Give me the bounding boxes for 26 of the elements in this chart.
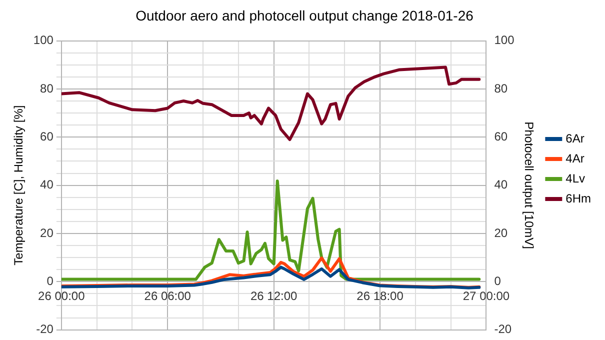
x-tick-label: 26 18:00 — [356, 289, 404, 304]
legend-label: 6Ar — [566, 131, 584, 146]
chart-title: Outdoor aero and photocell output change 2018-01-26 — [136, 7, 474, 24]
legend-label: 4Ar — [566, 151, 584, 166]
y2-tick-label: 100 — [494, 33, 515, 48]
y2-axis-title: Photocell output [10mV] — [522, 122, 536, 250]
x-tick-label: 27 00:00 — [462, 289, 510, 304]
y-tick-label: 80 — [40, 81, 54, 96]
y2-tick-label: 0 — [494, 274, 502, 288]
y-tick-label: 100 — [33, 33, 54, 48]
x-tick-label: 26 12:00 — [250, 289, 298, 304]
y-tick-label: 20 — [40, 226, 54, 240]
y2-tick-label: -20 — [494, 322, 512, 336]
y-tick-label: 0 — [46, 274, 54, 288]
y2-tick-label: 80 — [494, 81, 508, 96]
legend-label: 6Hm — [566, 191, 592, 206]
y2-tick-label: 60 — [494, 129, 508, 144]
y-tick-label: -20 — [36, 322, 54, 336]
y2-tick-label: 20 — [494, 226, 508, 240]
y-tick-label: 60 — [40, 129, 54, 144]
y2-tick-label: 40 — [494, 178, 508, 192]
x-tick-label: 26 00:00 — [38, 289, 86, 304]
y-axis-title: Temperature [C], Humidity [%] — [12, 105, 26, 266]
x-tick-label: 26 06:00 — [144, 289, 192, 304]
y-tick-label: 40 — [40, 178, 54, 192]
legend-label: 4Lv — [566, 171, 586, 186]
